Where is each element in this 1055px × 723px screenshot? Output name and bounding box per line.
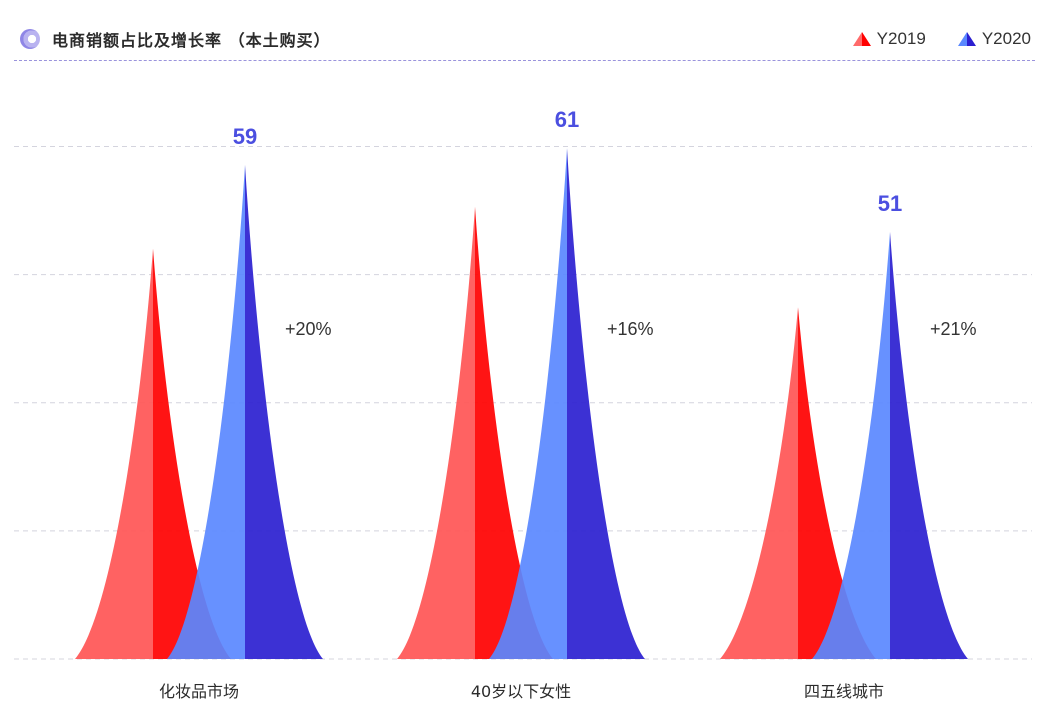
peak-y2020-1 bbox=[489, 148, 645, 659]
legend-label-y2020: Y2020 bbox=[981, 29, 1031, 48]
legend-item-y2020: Y2020 bbox=[957, 29, 1031, 49]
growth-label-1: +16% bbox=[607, 319, 654, 339]
peak-y2019-2 bbox=[720, 307, 876, 659]
growth-label-0: +20% bbox=[285, 319, 332, 339]
data-label-2: 51 bbox=[878, 191, 902, 216]
growth-label-2: +21% bbox=[930, 319, 977, 339]
header-divider bbox=[14, 60, 1035, 61]
chart-title: 电商销额占比及增长率 （本土购买） bbox=[52, 31, 331, 50]
peak-y2020-0 bbox=[167, 164, 323, 659]
legend-label-y2019: Y2019 bbox=[876, 29, 926, 48]
blue-triangle-icon bbox=[957, 32, 976, 46]
red-triangle-icon bbox=[852, 32, 871, 46]
legend: Y2019 Y2020 bbox=[821, 26, 1031, 52]
peak-y2020-2 bbox=[812, 231, 968, 659]
data-label-0: 59 bbox=[233, 124, 257, 149]
peak-y2019-0 bbox=[75, 248, 231, 659]
category-label-2: 四五线城市 bbox=[804, 682, 884, 701]
category-label-0: 化妆品市场 bbox=[159, 682, 239, 701]
legend-item-y2019: Y2019 bbox=[852, 29, 926, 49]
peak-y2019-1 bbox=[397, 206, 553, 659]
data-label-1: 61 bbox=[555, 107, 579, 132]
category-label-1: 40岁以下女性 bbox=[471, 682, 571, 701]
gradient-dot-icon bbox=[20, 29, 40, 49]
chart-header: 电商销额占比及增长率 （本土购买） bbox=[20, 26, 331, 52]
